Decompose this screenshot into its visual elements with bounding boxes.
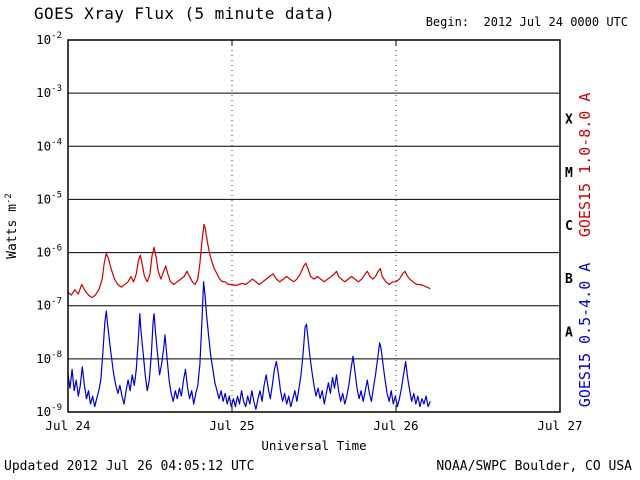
- y-tick-label: 10-8: [36, 350, 62, 366]
- x-tick-label: Jul 27: [537, 418, 582, 433]
- y-tick-label: 10-7: [36, 297, 62, 313]
- long-wave-series-line: [67, 223, 431, 299]
- x-axis-ticks: Jul 24 Jul 25 Jul 26 Jul 27: [45, 40, 583, 433]
- y-tick-label: 10-2: [36, 31, 62, 47]
- y-tick-label: 10-5: [36, 190, 62, 206]
- chart-title: GOES Xray Flux (5 minute data): [34, 4, 335, 23]
- x-tick-label: Jul 26: [373, 418, 418, 433]
- day-gridlines: [231, 40, 397, 412]
- attribution-text: NOAA/SWPC Boulder, CO USA: [436, 459, 632, 474]
- y-tick-label: 10-9: [36, 403, 62, 419]
- updated-timestamp: Updated 2012 Jul 26 04:05:12 UTC: [4, 459, 255, 474]
- y-axis-title: Watts m-2: [4, 193, 20, 259]
- decade-gridlines: [68, 92, 560, 360]
- short-wave-axis-label: GOES15 0.5-4.0 A: [576, 263, 594, 408]
- x-tick-label: Jul 25: [209, 418, 254, 433]
- y-tick-label: 10-6: [36, 244, 62, 260]
- begin-timestamp: Begin: 2012 Jul 24 0000 UTC: [425, 15, 628, 29]
- x-tick-label: Jul 24: [45, 418, 90, 433]
- flare-class-a: A: [565, 325, 573, 340]
- y-tick-label: 10-3: [36, 84, 62, 100]
- flare-class-m: M: [565, 166, 573, 181]
- x-axis-title: Universal Time: [261, 438, 366, 453]
- short-wave-series-line: [67, 281, 431, 410]
- flare-class-x: X: [565, 113, 573, 128]
- long-wave-axis-label: GOES15 1.0-8.0 A: [576, 93, 594, 238]
- y-axis-tick-labels: 10-2 10-3 10-4 10-5 10-6 10-7 10-8 10-9: [36, 31, 62, 419]
- flare-class-labels: X M C B A: [565, 113, 573, 341]
- flare-class-c: C: [565, 219, 573, 234]
- y-tick-label: 10-4: [36, 137, 62, 153]
- flare-class-b: B: [565, 272, 573, 287]
- plot-frame: [67, 39, 561, 413]
